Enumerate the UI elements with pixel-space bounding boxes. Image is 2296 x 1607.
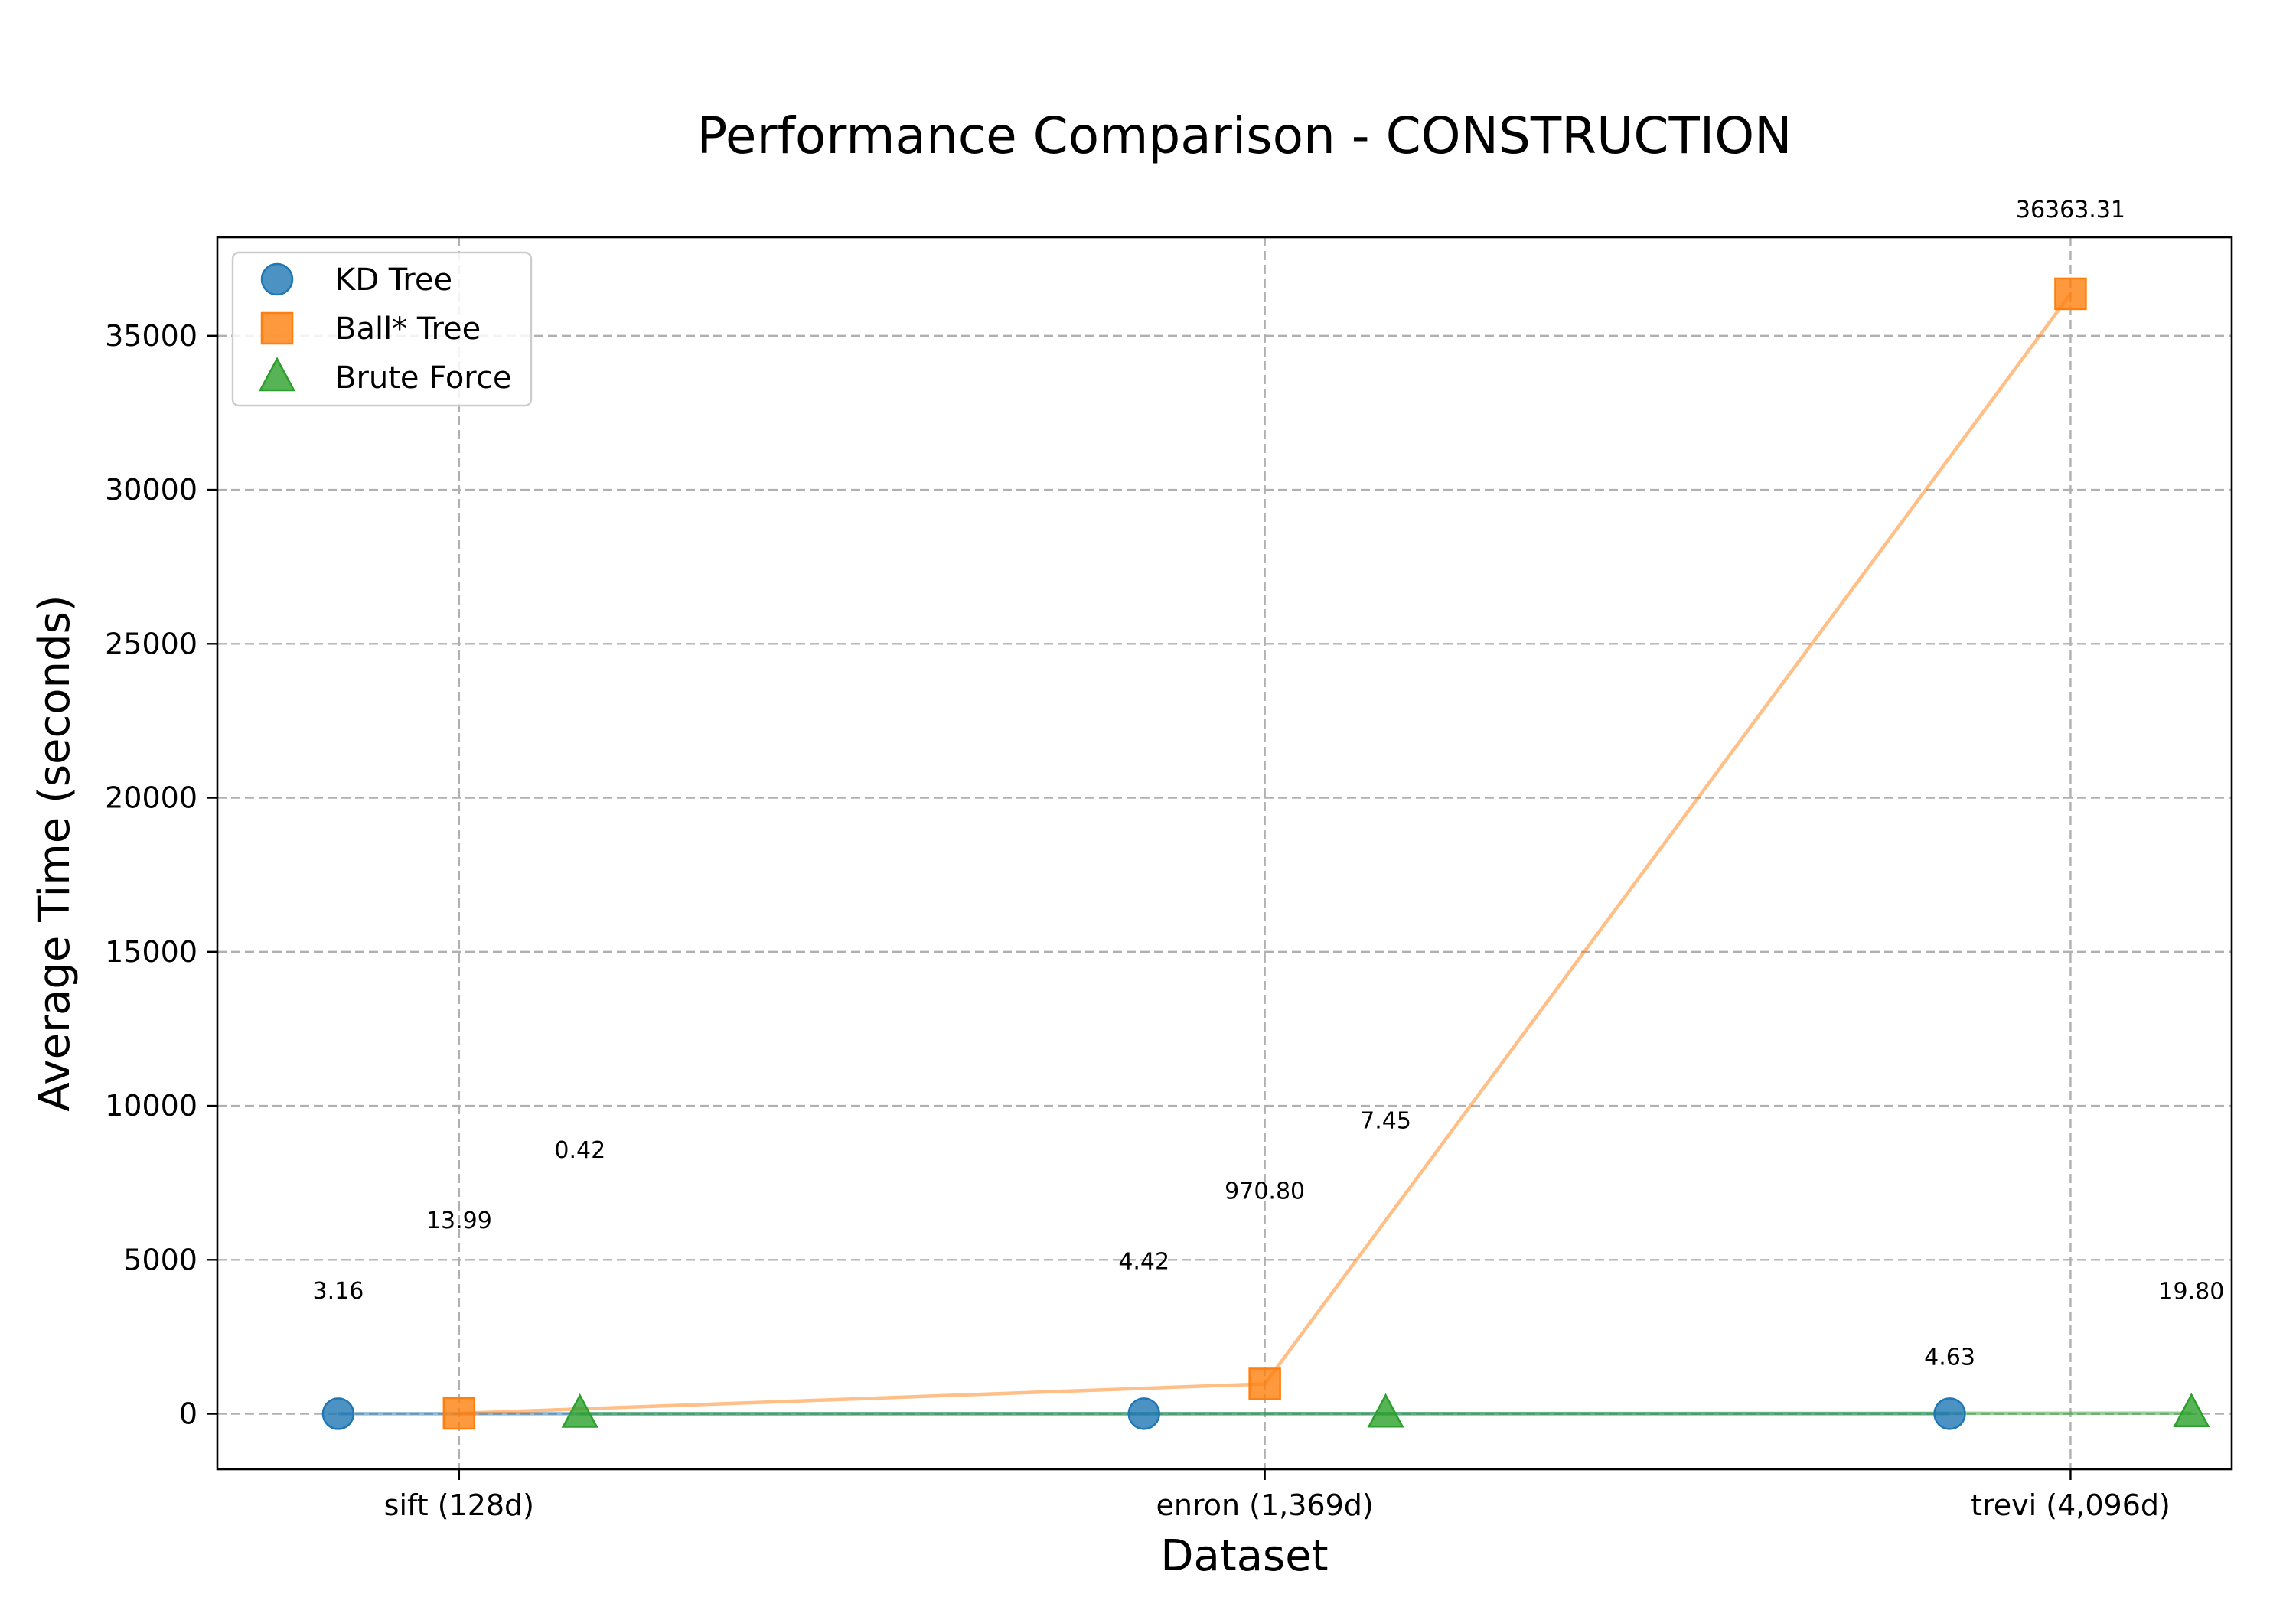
kd-tree-value-label: 4.42 (1118, 1248, 1169, 1275)
brute-force-value-label: 0.42 (554, 1137, 605, 1164)
ball-tree-value-label: 36363.31 (2016, 197, 2125, 223)
legend-marker-kd-tree (260, 262, 294, 296)
kd-tree-point (1127, 1397, 1160, 1430)
legend-label-kd-tree: KD Tree (335, 262, 452, 298)
brute-force-value-label: 7.45 (1360, 1107, 1411, 1134)
ball-tree-point (1248, 1367, 1281, 1400)
chart-title: Performance Comparison - CONSTRUCTION (696, 106, 1792, 165)
y-tick-label: 35000 (105, 319, 197, 353)
legend: KD Tree Ball* Tree Brute Force (231, 251, 533, 407)
brute-force-value-label: 19.80 (2158, 1279, 2224, 1305)
y-tick-label: 10000 (105, 1089, 197, 1123)
brute-force-point (561, 1393, 598, 1428)
y-tick-label: 30000 (105, 473, 197, 507)
y-tick-label: 15000 (105, 935, 197, 969)
y-tick-label: 5000 (123, 1243, 197, 1276)
brute-force-point (2173, 1393, 2210, 1428)
y-axis-label: Average Time (seconds) (30, 595, 80, 1111)
y-tick-label: 0 (179, 1397, 197, 1431)
legend-marker-brute-force (258, 357, 296, 392)
x-tick-label: trevi (4,096d) (1971, 1488, 2170, 1522)
legend-box (231, 251, 533, 407)
ball-tree-value-label: 970.80 (1225, 1178, 1305, 1204)
brute-force-point (1367, 1393, 1404, 1428)
kd-tree-point (321, 1397, 355, 1430)
y-tick-label: 20000 (105, 781, 197, 815)
plot-area-frame (216, 236, 2233, 1471)
kd-tree-value-label: 4.63 (1924, 1345, 1975, 1371)
legend-marker-ball-tree (260, 311, 294, 345)
kd-tree-value-label: 3.16 (313, 1278, 364, 1305)
ball-tree-point (2054, 277, 2087, 311)
data-labels: 3.16 13.99 0.42 4.42 970.80 7.45 4.63 36363.31 1… (313, 197, 2225, 1371)
x-axis: sift (128d) enron (1,369d) trevi (4,096d) (384, 1469, 2170, 1522)
ball-tree-value-label: 13.99 (426, 1208, 492, 1234)
kd-tree-point (1933, 1397, 1966, 1430)
series-markers (321, 277, 2210, 1430)
x-tick-label: sift (128d) (384, 1488, 534, 1522)
y-axis: 0 5000 10000 15000 20000 25000 30000 35000 (105, 319, 217, 1431)
legend-label-brute-force: Brute Force (335, 360, 511, 396)
legend-label-ball-tree: Ball* Tree (335, 311, 481, 347)
x-tick-label: enron (1,369d) (1156, 1488, 1374, 1522)
x-axis-label: Dataset (1160, 1531, 1328, 1581)
y-tick-label: 25000 (105, 627, 197, 660)
ball-tree-point (442, 1397, 476, 1430)
